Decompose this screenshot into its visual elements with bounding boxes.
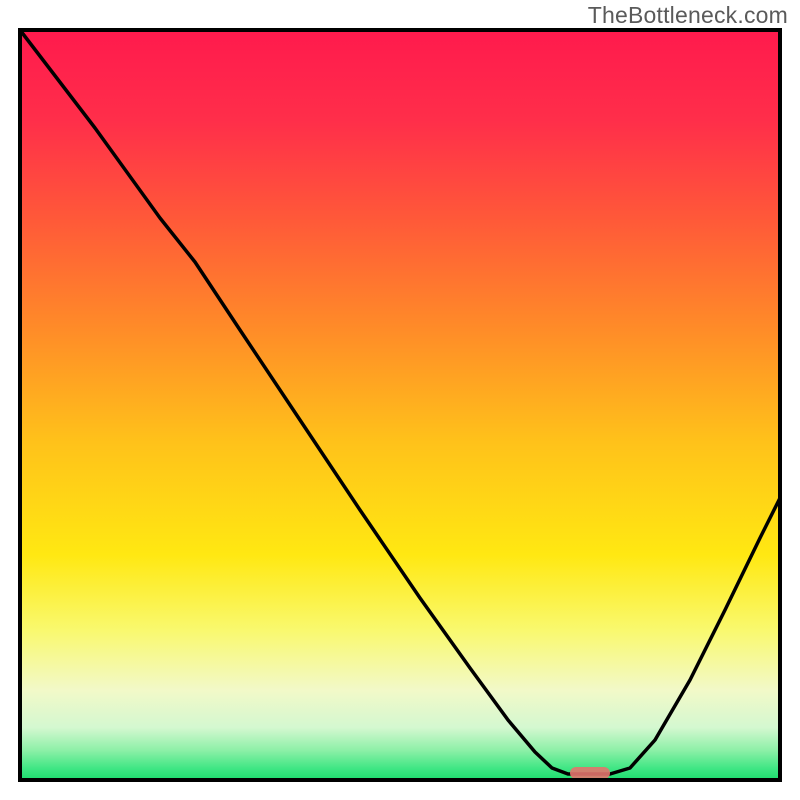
optimal-marker: [570, 767, 610, 779]
plot-background: [20, 30, 780, 780]
bottleneck-chart: [0, 0, 800, 800]
chart-container: TheBottleneck.com: [0, 0, 800, 800]
watermark-text: TheBottleneck.com: [588, 2, 788, 29]
